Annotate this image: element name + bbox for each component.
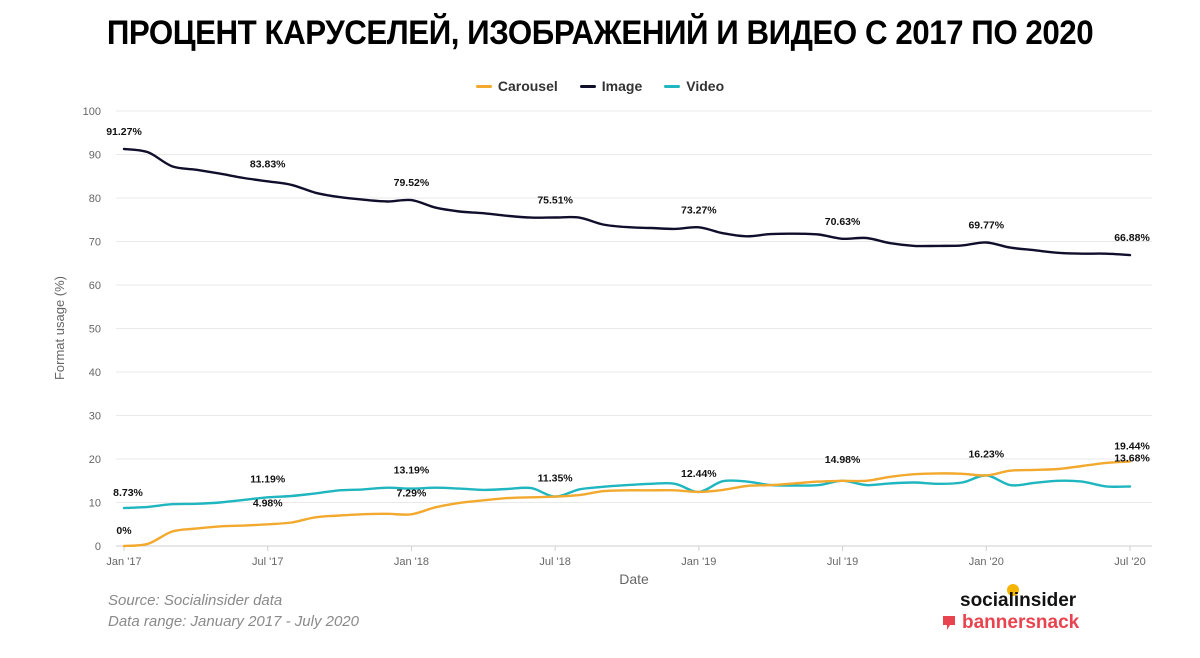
source-text: Source: Socialinsider data xyxy=(108,592,283,609)
data-label-image: 73.27% xyxy=(681,204,717,216)
data-label-image: 69.77% xyxy=(968,220,1004,232)
series-line-carousel xyxy=(122,460,1132,548)
x-tick-label: Jan '17 xyxy=(106,556,141,568)
y-tick-label: 70 xyxy=(89,237,101,249)
socialinsider-dot-icon xyxy=(1007,584,1019,596)
x-tick-label: Jul '19 xyxy=(827,556,858,568)
data-label-image: 75.51% xyxy=(537,195,573,207)
series-line-video xyxy=(122,474,1132,510)
data-label-image: 79.52% xyxy=(394,177,430,189)
socialinsider-logo: socialinsider xyxy=(960,590,1077,611)
legend-label-video: Video xyxy=(686,78,725,94)
data-label-carousel: 7.29% xyxy=(397,487,427,499)
data-range-text: Data range: January 2017 - July 2020 xyxy=(108,613,359,630)
data-label-video: 12.44% xyxy=(681,468,717,480)
data-label-image: 70.63% xyxy=(825,216,861,228)
data-label-video: 8.73% xyxy=(113,487,143,499)
y-tick-label: 10 xyxy=(89,498,101,510)
y-tick-label: 80 xyxy=(89,193,101,205)
y-tick-label: 100 xyxy=(83,106,101,118)
bannersnack-text: bannersnack xyxy=(962,612,1080,633)
bannersnack-flag-icon xyxy=(943,616,955,630)
data-label-video: 11.35% xyxy=(538,473,574,485)
y-tick-label: 20 xyxy=(89,454,101,466)
data-label-video: 13.19% xyxy=(394,465,430,477)
series-line-image xyxy=(122,147,1132,257)
legend-label-carousel: Carousel xyxy=(497,78,558,94)
y-tick-label: 30 xyxy=(89,411,101,423)
data-label-carousel: 19.44% xyxy=(1114,440,1150,452)
x-tick-label: Jul '18 xyxy=(539,556,570,568)
data-label-carousel: 0% xyxy=(116,525,132,537)
legend-item-video[interactable]: Video xyxy=(664,78,724,94)
source-note: Source: Socialinsider data Data range: J… xyxy=(108,590,359,632)
bannersnack-logo: bannersnack xyxy=(940,612,1079,634)
y-axis-title: Format usage (%) xyxy=(52,276,67,380)
x-tick-label: Jan '20 xyxy=(969,556,1004,568)
data-label-carousel: 4.98% xyxy=(253,497,283,509)
y-tick-label: 60 xyxy=(89,280,101,292)
x-tick-label: Jan '19 xyxy=(681,556,716,568)
y-tick-label: 40 xyxy=(89,367,101,379)
x-tick-label: Jul '17 xyxy=(252,556,283,568)
data-label-image: 91.27% xyxy=(106,126,142,138)
data-label-video: 11.19% xyxy=(250,473,286,485)
y-tick-label: 50 xyxy=(89,324,101,336)
data-label-image: 83.83% xyxy=(250,158,286,170)
x-tick-label: Jul '20 xyxy=(1114,556,1145,568)
data-label-carousel: 16.23% xyxy=(968,448,1004,460)
chart-title: ПРОЦЕНТ КАРУСЕЛЕЙ, ИЗОБРАЖЕНИЙ И ВИДЕО С… xyxy=(106,14,1094,52)
legend-swatch-carousel xyxy=(475,84,492,88)
data-label-image: 66.88% xyxy=(1114,232,1150,244)
legend-item-carousel[interactable]: Carousel xyxy=(475,78,558,94)
x-tick-label: Jan '18 xyxy=(394,556,429,568)
legend-label-image: Image xyxy=(601,78,643,94)
y-tick-label: 0 xyxy=(95,541,101,553)
legend-item-image[interactable]: Image xyxy=(579,78,643,94)
legend-swatch-image xyxy=(579,84,596,88)
chart-legend: Carousel Image Video xyxy=(0,78,1200,94)
data-label-video: 13.68% xyxy=(1114,452,1150,464)
y-tick-label: 90 xyxy=(89,150,101,162)
data-label-carousel: 14.98% xyxy=(825,454,861,466)
x-axis-title: Date xyxy=(619,571,649,587)
legend-swatch-video xyxy=(664,84,681,88)
